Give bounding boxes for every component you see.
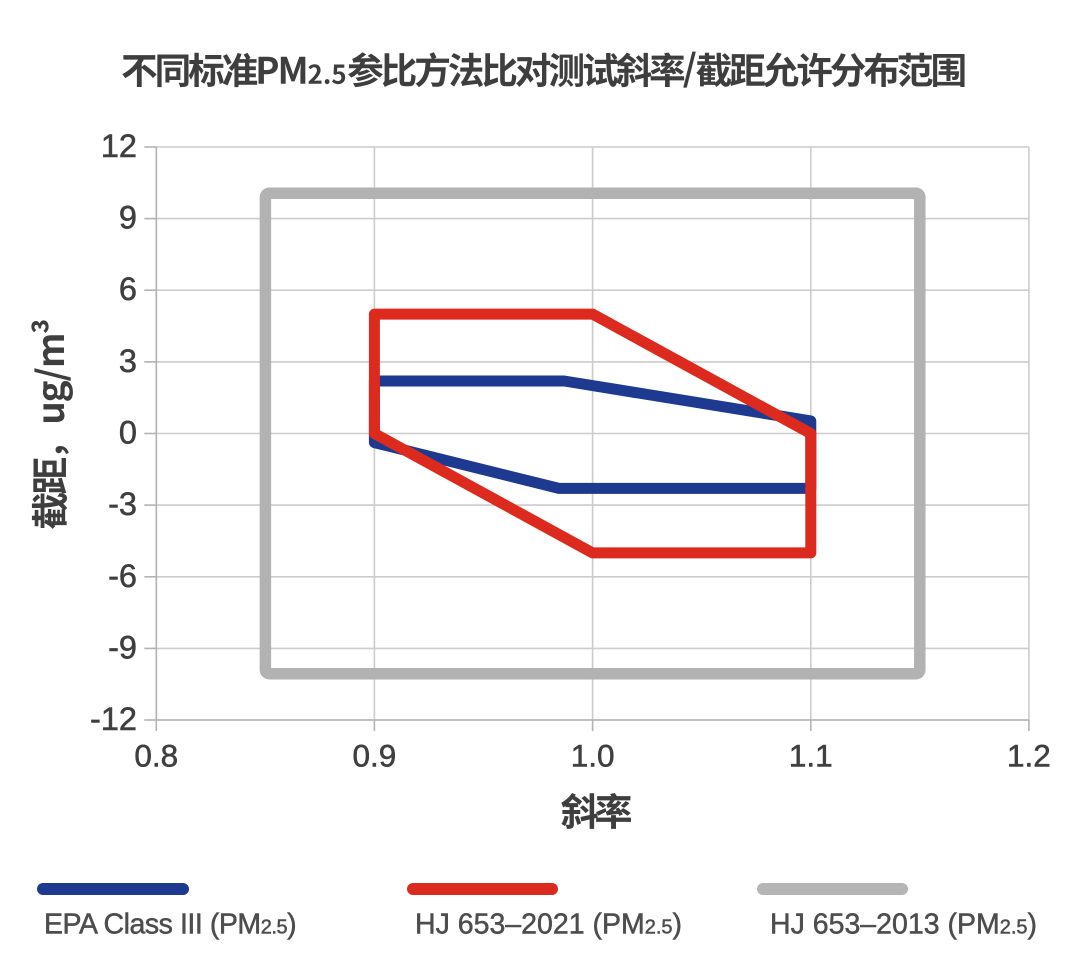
svg-text:-9: -9 (108, 629, 137, 665)
svg-text:12: 12 (101, 128, 137, 164)
svg-text:-12: -12 (90, 701, 137, 737)
svg-text:0: 0 (119, 415, 137, 451)
svg-text:-3: -3 (108, 486, 137, 522)
svg-text:EPA Class III (PM2.5): EPA Class III (PM2.5) (44, 909, 296, 941)
svg-text:9: 9 (119, 200, 137, 236)
svg-text:0.8: 0.8 (134, 738, 178, 774)
svg-text:0.9: 0.9 (353, 738, 397, 774)
svg-text:HJ 653–2013 (PM2.5): HJ 653–2013 (PM2.5) (770, 909, 1037, 941)
svg-text:1.0: 1.0 (571, 738, 615, 774)
svg-text:-6: -6 (108, 558, 137, 594)
svg-text:1.1: 1.1 (789, 738, 833, 774)
svg-text:HJ 653–2021 (PM2.5): HJ 653–2021 (PM2.5) (415, 909, 682, 941)
svg-text:3: 3 (119, 343, 137, 379)
svg-text:6: 6 (119, 271, 137, 307)
svg-text:1.2: 1.2 (1007, 738, 1051, 774)
